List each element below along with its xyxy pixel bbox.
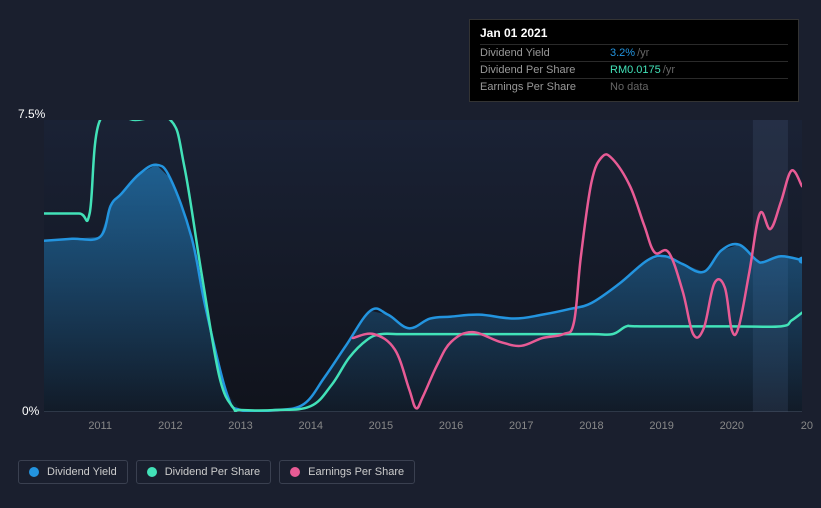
- x-tick-label: 2013: [228, 420, 252, 432]
- x-tick-label: 2018: [579, 420, 603, 432]
- tooltip-metric-label: Dividend Per Share: [480, 64, 610, 76]
- legend-item[interactable]: Dividend Per Share: [136, 460, 271, 484]
- x-tick-label: 2014: [298, 420, 322, 432]
- legend-label: Earnings Per Share: [308, 466, 404, 478]
- x-tick-label: 2019: [649, 420, 673, 432]
- tooltip-date: Jan 01 2021: [480, 26, 788, 40]
- legend-label: Dividend Per Share: [165, 466, 260, 478]
- chart-legend: Dividend Yield Dividend Per Share Earnings…: [18, 460, 415, 484]
- tooltip-row: Earnings Per ShareNo data: [480, 78, 788, 95]
- tooltip-row: Dividend Per ShareRM0.0175/yr: [480, 61, 788, 78]
- legend-swatch: [290, 467, 300, 477]
- chart-container: Jan 01 2021 Dividend Yield3.2%/yrDividen…: [0, 0, 821, 508]
- tooltip-metric-value: No data: [610, 81, 649, 93]
- y-axis-min-label: 0%: [22, 404, 39, 418]
- x-tick-label: 2020: [720, 420, 744, 432]
- x-tick-label: 2017: [509, 420, 533, 432]
- x-tick-label: 20: [801, 420, 813, 432]
- x-tick-label: 2015: [369, 420, 393, 432]
- tooltip-metric-label: Earnings Per Share: [480, 81, 610, 93]
- tooltip-metric-unit: /yr: [637, 47, 649, 59]
- tooltip-metric-value: 3.2%: [610, 47, 635, 59]
- x-tick-label: 2011: [88, 420, 112, 432]
- legend-swatch: [147, 467, 157, 477]
- tooltip-metric-label: Dividend Yield: [480, 47, 610, 59]
- chart-plot-area[interactable]: [44, 120, 802, 412]
- tooltip-metric-value: RM0.0175: [610, 64, 661, 76]
- x-tick-label: 2016: [439, 420, 463, 432]
- legend-label: Dividend Yield: [47, 466, 117, 478]
- tooltip-metric-unit: /yr: [663, 64, 675, 76]
- y-axis-max-label: 7.5%: [18, 107, 45, 121]
- x-tick-label: 2012: [158, 420, 182, 432]
- legend-item[interactable]: Earnings Per Share: [279, 460, 415, 484]
- legend-item[interactable]: Dividend Yield: [18, 460, 128, 484]
- tooltip-row: Dividend Yield3.2%/yr: [480, 44, 788, 61]
- data-tooltip: Jan 01 2021 Dividend Yield3.2%/yrDividen…: [469, 19, 799, 102]
- legend-swatch: [29, 467, 39, 477]
